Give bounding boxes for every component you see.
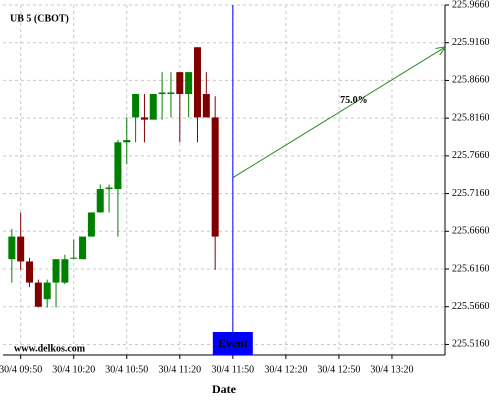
- candle-body: [176, 72, 184, 95]
- candle-body: [105, 187, 113, 190]
- y-tick-label: 225.5660: [452, 301, 490, 312]
- candle-body: [70, 257, 78, 259]
- y-tick-label: 225.8660: [452, 75, 490, 86]
- candle-body: [202, 94, 210, 118]
- x-tick-label: 30/4 10:20: [52, 364, 95, 375]
- candle-body: [52, 259, 60, 283]
- candle-body: [26, 261, 34, 283]
- candle-body: [193, 47, 201, 118]
- event-label: Event: [218, 336, 248, 350]
- projection-label: 75.0%: [340, 95, 368, 106]
- marks: [8, 47, 219, 308]
- grid: [3, 4, 445, 355]
- candle-body: [123, 140, 131, 143]
- x-tick-label: 30/4 12:20: [264, 364, 307, 375]
- x-tick-label: 30/4 09:50: [0, 364, 42, 375]
- candle-body: [17, 236, 25, 262]
- candle-body: [96, 189, 104, 213]
- candle-body: [114, 142, 122, 190]
- candle-body: [8, 236, 16, 260]
- watermark: www.delkos.com: [14, 343, 86, 354]
- y-tick-label: 225.6160: [452, 263, 490, 274]
- chart-title: UB 5 (CBOT): [10, 13, 69, 24]
- candle-body: [158, 92, 166, 95]
- x-tick-label: 30/4 12:50: [317, 364, 360, 375]
- candle-body: [167, 92, 175, 95]
- y-tick-label: 225.7660: [452, 150, 490, 161]
- candle-body: [149, 94, 157, 120]
- candle-body: [43, 282, 51, 300]
- candle-body: [185, 72, 193, 95]
- plot-area: [3, 5, 445, 355]
- y-tick-label: 225.5160: [452, 339, 490, 350]
- x-tick-label: 30/4 11:20: [158, 364, 201, 375]
- x-tick-label: 30/4 10:50: [105, 364, 148, 375]
- y-tick-label: 225.9160: [452, 37, 490, 48]
- y-tick-label: 225.9660: [452, 0, 490, 10]
- y-tick-label: 225.7160: [452, 188, 490, 199]
- candle-body: [34, 282, 42, 307]
- x-axis-label: Date: [212, 382, 237, 396]
- candle-body: [79, 236, 87, 260]
- candle-body: [61, 259, 69, 283]
- x-tick-label: 30/4 13:20: [370, 364, 413, 375]
- candle-body: [211, 117, 219, 237]
- y-tick-label: 225.6660: [452, 226, 490, 237]
- candle-body: [140, 117, 148, 120]
- candle-body: [87, 212, 95, 237]
- event-box: [212, 332, 253, 355]
- x-tick-label: 30/4 11:50: [211, 364, 254, 375]
- candle-body: [132, 94, 140, 118]
- projection-arrow: [232, 47, 445, 179]
- y-tick-label: 225.8160: [452, 112, 490, 123]
